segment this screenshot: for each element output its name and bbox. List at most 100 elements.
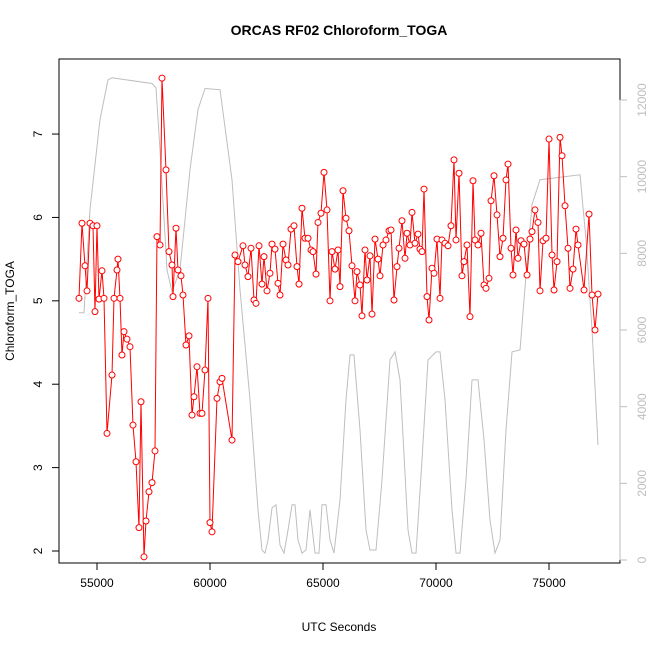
data-point (145, 488, 153, 496)
data-point (452, 236, 460, 244)
data-point (295, 280, 303, 288)
data-point (548, 251, 556, 259)
data-point (460, 258, 468, 266)
data-point (326, 297, 334, 305)
data-point (206, 519, 214, 527)
x-axis-label: UTC Seconds (302, 620, 377, 634)
x-tick-label: 65000 (306, 576, 340, 590)
data-point (379, 241, 387, 249)
data-point (151, 447, 159, 455)
data-point (185, 332, 193, 340)
data-point (534, 218, 542, 226)
data-point (523, 271, 531, 279)
data-point (387, 226, 395, 234)
data-point (156, 241, 164, 249)
y2-tick-label: 6000 (635, 316, 649, 343)
data-point (108, 371, 116, 379)
data-point (320, 168, 328, 176)
x-tick-label: 55000 (80, 576, 114, 590)
data-point (218, 374, 226, 382)
data-point (374, 255, 382, 263)
x-tick-label: 60000 (193, 576, 227, 590)
data-point (314, 218, 322, 226)
data-point (348, 262, 356, 270)
data-point (193, 363, 201, 371)
data-point (408, 208, 416, 216)
data-point (425, 316, 433, 324)
data-point (172, 224, 180, 232)
data-point (168, 261, 176, 269)
y2-tick-label: 2000 (635, 470, 649, 497)
data-point (126, 343, 134, 351)
data-point (142, 517, 150, 525)
data-point (466, 313, 474, 321)
data-point (499, 234, 507, 242)
data-point (260, 253, 268, 261)
data-point (580, 286, 588, 294)
data-point (536, 287, 544, 295)
data-point (528, 228, 536, 236)
data-point (137, 398, 145, 406)
data-point (585, 210, 593, 218)
data-point (342, 214, 350, 222)
data-point (198, 409, 206, 417)
y-axis-label: Chloroform_TOGA (3, 261, 17, 361)
data-point (204, 294, 212, 302)
data-point (81, 262, 89, 270)
data-point (398, 217, 406, 225)
data-point (169, 293, 177, 301)
data-point (356, 281, 364, 289)
data-point (353, 268, 361, 276)
y-tick-label: 6 (31, 214, 45, 221)
data-point (514, 254, 522, 262)
y2-tick-label: 10000 (635, 160, 649, 194)
data-point (395, 244, 403, 252)
data-point (363, 276, 371, 284)
data-point (331, 265, 339, 273)
data-point (493, 211, 501, 219)
data-point (148, 479, 156, 487)
data-point (228, 436, 236, 444)
data-point (368, 310, 376, 318)
data-point (371, 235, 379, 243)
data-point (132, 458, 140, 466)
data-point (241, 261, 249, 269)
data-point (496, 253, 504, 261)
data-point (290, 222, 298, 230)
data-point (268, 240, 276, 248)
data-point (361, 246, 369, 254)
data-point (564, 244, 572, 252)
data-point (190, 393, 198, 401)
y-tick-label: 2 (31, 547, 45, 554)
data-point (213, 394, 221, 402)
data-point (485, 274, 493, 282)
data-point (455, 169, 463, 177)
data-point (550, 286, 558, 294)
data-point (502, 176, 510, 184)
data-point (336, 283, 344, 291)
data-point (293, 263, 301, 271)
data-point (339, 187, 347, 195)
data-point (509, 271, 517, 279)
data-point (569, 265, 577, 273)
data-point (376, 272, 384, 280)
data-point (91, 308, 99, 316)
data-point (284, 261, 292, 269)
data-point (436, 294, 444, 302)
data-point (423, 293, 431, 301)
data-point (103, 429, 111, 437)
y2-tick-label: 0 (635, 556, 649, 563)
data-point (512, 226, 520, 234)
data-point (430, 269, 438, 277)
data-point (566, 284, 574, 292)
y-tick-label: 5 (31, 297, 45, 304)
y2-tick-label: 8000 (635, 240, 649, 267)
y-tick-label: 7 (31, 130, 45, 137)
data-point (110, 294, 118, 302)
data-point (83, 287, 91, 295)
data-point (351, 297, 359, 305)
data-point (244, 273, 252, 281)
data-point (393, 263, 401, 271)
